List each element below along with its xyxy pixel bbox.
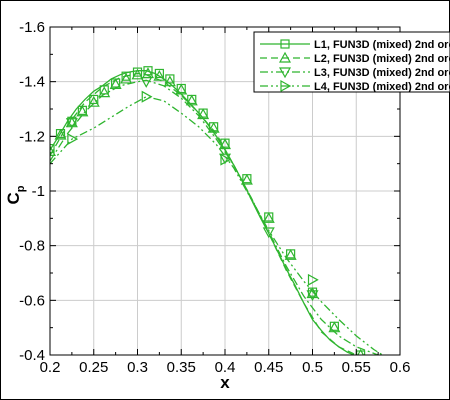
marker-triangle-up bbox=[163, 75, 176, 87]
x-tick-label: 0.25 bbox=[79, 359, 108, 376]
marker-triangle-right bbox=[280, 79, 292, 93]
marker-triangle-up bbox=[87, 95, 100, 107]
marker-triangle-up bbox=[306, 287, 319, 299]
marker-triangle-up bbox=[284, 248, 297, 260]
marker-square bbox=[50, 144, 55, 154]
legend-label-1: L1, FUN3D (mixed) 2nd order turb bbox=[314, 39, 450, 51]
marker-triangle-right bbox=[67, 133, 79, 146]
marker-square bbox=[165, 74, 175, 84]
svg-text:Cp: Cp bbox=[4, 185, 27, 204]
legend-label-3: L3, FUN3D (mixed) 2nd order turb bbox=[314, 67, 450, 79]
x-tick-label: 0.45 bbox=[254, 359, 283, 376]
marker-triangle-up bbox=[185, 94, 198, 106]
marker-square bbox=[154, 68, 164, 79]
y-tick-label: -1.2 bbox=[19, 128, 45, 145]
x-tick-labels: 0.2 0.25 0.3 0.35 0.4 0.45 0.5 0.55 0.6 bbox=[40, 359, 411, 376]
marker-triangle-up bbox=[109, 78, 122, 90]
y-tick-label: -0.6 bbox=[19, 292, 45, 309]
marker-triangle-right bbox=[307, 273, 319, 286]
marker-triangle-up bbox=[207, 121, 220, 133]
x-tick-label: 0.4 bbox=[215, 359, 236, 376]
marker-triangle-up bbox=[175, 83, 188, 95]
marker-triangle-down bbox=[306, 290, 319, 302]
x-axis-label: x bbox=[220, 373, 230, 392]
marker-square bbox=[280, 39, 290, 49]
marker-square bbox=[89, 94, 99, 105]
series-line-4 bbox=[50, 96, 384, 355]
marker-triangle-up bbox=[278, 51, 292, 63]
marker-triangle-right bbox=[141, 90, 153, 103]
marker-triangle-up bbox=[50, 145, 57, 156]
x-tick-label: 0.6 bbox=[390, 359, 411, 376]
y-tick-label: -1.6 bbox=[19, 19, 45, 36]
x-tick-label: 0.35 bbox=[167, 359, 196, 376]
marker-triangle-up bbox=[218, 138, 232, 150]
marker-triangle-up bbox=[240, 173, 253, 185]
marker-triangle-down bbox=[262, 227, 275, 239]
marker-triangle-up bbox=[120, 72, 133, 84]
legend-label-4: L4, FUN3D (mixed) 2nd order turb bbox=[314, 81, 450, 93]
marker-square bbox=[99, 85, 109, 95]
y-tick-label: -1 bbox=[32, 183, 45, 200]
x-tick-label: 0.2 bbox=[40, 359, 61, 376]
marker-triangle-up bbox=[262, 212, 275, 223]
marker-triangle-down bbox=[278, 67, 292, 79]
legend-label-2: L2, FUN3D (mixed) 2nd order turb bbox=[314, 53, 450, 65]
y-axis-label: C bbox=[4, 192, 23, 204]
marker-triangle-up bbox=[131, 68, 144, 80]
x-tick-label: 0.55 bbox=[342, 359, 371, 376]
x-tick-label: 0.5 bbox=[302, 359, 323, 376]
marker-square bbox=[132, 67, 143, 77]
y-tick-label: -1.4 bbox=[19, 74, 45, 91]
ticks bbox=[49, 26, 401, 356]
y-tick-label: -0.8 bbox=[19, 238, 45, 255]
marker-triangle-up bbox=[328, 321, 341, 333]
marker-triangle-up bbox=[76, 105, 89, 117]
marker-triangle-up bbox=[54, 128, 67, 140]
marker-square bbox=[143, 66, 153, 76]
marker-triangle-right bbox=[220, 153, 232, 166]
marker-triangle-up bbox=[153, 69, 166, 81]
y-axis-label-subscript: p bbox=[15, 185, 27, 192]
series-line-3 bbox=[50, 79, 379, 355]
x-tick-label: 0.3 bbox=[127, 359, 148, 376]
marker-triangle-up bbox=[197, 108, 210, 120]
series-layer bbox=[50, 70, 384, 355]
marker-triangle-down bbox=[140, 77, 153, 88]
legend: L1, FUN3D (mixed) 2nd order turb L2, FUN3… bbox=[253, 31, 450, 93]
marker-square bbox=[121, 71, 131, 81]
marker-triangle-down bbox=[65, 118, 78, 129]
marker-triangle-up bbox=[98, 86, 111, 98]
y-axis-label-group: Cp bbox=[4, 185, 27, 204]
y-tick-label: -0.4 bbox=[19, 347, 45, 364]
y-tick-labels: -1.6 -1.4 -1.2 -1 -0.8 -0.6 -0.4 bbox=[19, 19, 45, 364]
